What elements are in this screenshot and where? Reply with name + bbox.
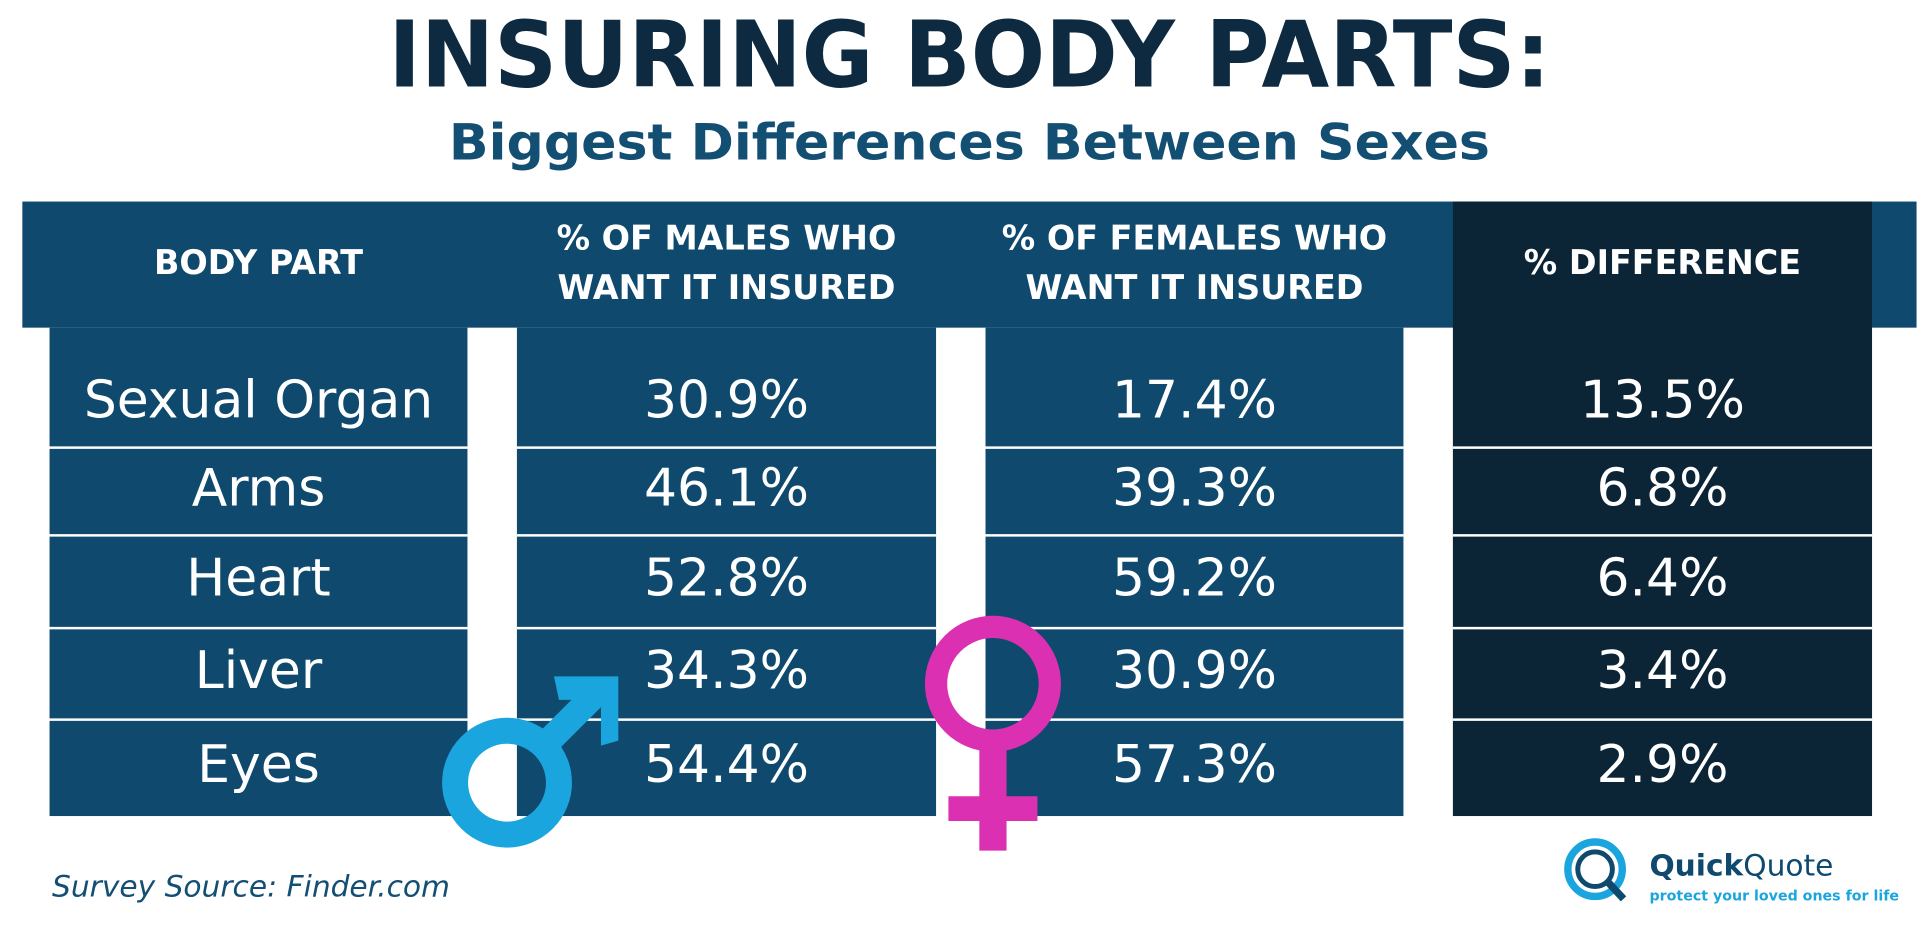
difference-column [1452,201,1873,817]
column-header: % DIFFERENCE [1524,243,1801,282]
cell-value: 6.4% [1597,549,1729,609]
cell-value: 30.9% [1112,641,1277,701]
row-label: Eyes [197,735,320,795]
column-header: % OF FEMALES WHO [1002,218,1387,257]
cell-value: 17.4% [1112,371,1277,431]
logo: QuickQuote protect your loved ones for l… [1564,838,1899,904]
cell-value: 34.3% [644,641,809,701]
logo-tagline: protect your loved ones for life [1649,888,1899,904]
row-label: Arms [192,458,326,518]
source: Survey Source: Finder.com [52,868,450,903]
column-header: WANT IT INSURED [558,268,896,307]
column-header: % OF MALES WHO [557,218,897,257]
male-symbol [442,676,619,848]
cell-value: 2.9% [1597,735,1729,795]
column-header: BODY PART [154,243,363,282]
title: INSURING BODY PARTS: [388,2,1550,109]
column-bg [516,327,937,817]
subtitle: Biggest Differences Between Sexes [449,113,1490,171]
cell-value: 59.2% [1112,549,1277,609]
cell-value: 39.3% [1112,458,1277,518]
logo-name: Quote [1743,847,1833,882]
row-label: Heart [186,549,331,609]
logo-name: Quick [1649,847,1744,882]
cell-value: 57.3% [1112,735,1277,795]
cell-value: 46.1% [644,458,809,518]
row-label: Liver [195,641,323,701]
column-bg [985,327,1404,817]
column-header: WANT IT INSURED [1025,268,1363,307]
cell-value: 30.9% [644,371,809,431]
cell-value: 52.8% [644,549,809,609]
cell-value: 54.4% [644,735,809,795]
cell-value: 13.5% [1580,371,1745,431]
cell-value: 3.4% [1597,641,1729,701]
cell-value: 6.8% [1597,458,1729,518]
svg-text:QuickQuote: QuickQuote [1649,847,1833,882]
row-label: Sexual Organ [84,371,433,431]
column-bg [49,327,468,817]
female-symbol [924,615,1061,851]
